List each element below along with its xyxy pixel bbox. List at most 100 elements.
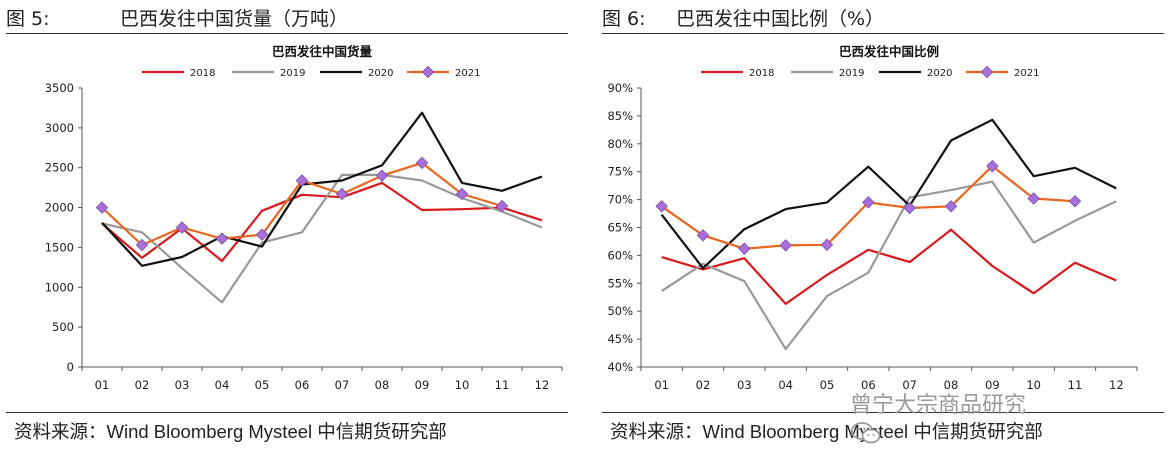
- data-point-2021: [335, 187, 349, 201]
- data-point-2021: [820, 238, 834, 252]
- data-point-2021: [255, 228, 269, 241]
- x-tick-label: 06: [861, 378, 876, 392]
- series-line-2019: [101, 173, 543, 304]
- y-tick-label: 1500: [45, 240, 74, 254]
- data-point-2021: [415, 156, 429, 170]
- y-tick-label: 45%: [607, 332, 633, 346]
- x-tick-label: 07: [335, 378, 350, 392]
- data-point-2021: [655, 200, 668, 213]
- x-tick-label: 03: [737, 378, 752, 392]
- x-tick-label: 03: [175, 378, 190, 392]
- data-point-2021: [696, 229, 710, 242]
- figure-5-panel: 图 5: 巴西发往中国货量（万吨） 巴西发往中国货量 2018 2019 2020 20…: [0, 0, 575, 451]
- bottom-rule: [6, 412, 568, 413]
- data-point-2021: [495, 199, 509, 213]
- data-point-2021: [215, 232, 229, 245]
- x-tick-label: 09: [985, 378, 1000, 392]
- x-tick-label: 08: [944, 378, 959, 392]
- figure-title: 巴西发往中国货量（万吨）: [120, 8, 349, 30]
- data-point-2021: [779, 239, 792, 252]
- legend-marker-2021: [980, 65, 994, 79]
- figure-6-panel: 图 6: 巴西发往中国比例（%） 巴西发往中国比例 2018 2019 2020 202…: [596, 0, 1171, 451]
- legend-label-2020: 2020: [368, 68, 393, 79]
- x-tick-label: 05: [255, 378, 270, 392]
- wechat-icon: [851, 422, 881, 444]
- data-point-2021: [295, 174, 309, 187]
- y-tick-label: 50%: [607, 304, 633, 318]
- data-point-2021: [862, 196, 875, 209]
- data-point-2021: [986, 159, 999, 173]
- series-line-2019: [661, 180, 1117, 351]
- legend-marker-2021: [421, 65, 435, 79]
- figure-title: 巴西发往中国比例（%）: [676, 8, 885, 30]
- x-tick-label: 02: [135, 378, 150, 392]
- y-tick-label: 3000: [45, 121, 74, 135]
- y-tick-label: 70%: [607, 193, 633, 207]
- chart-title: 巴西发往中国比例: [839, 44, 939, 59]
- legend-label-2021: 2021: [1014, 68, 1039, 79]
- series-line-2020: [101, 111, 543, 267]
- legend-label-2019: 2019: [839, 68, 864, 79]
- x-tick-label: 09: [415, 378, 430, 392]
- series-line-2018: [661, 228, 1117, 305]
- y-tick-label: 3500: [45, 81, 74, 95]
- series-line-2020: [660, 118, 1117, 270]
- x-tick-label: 05: [820, 378, 835, 392]
- legend-label-2019: 2019: [280, 68, 305, 79]
- y-tick-label: 85%: [607, 109, 633, 123]
- y-tick-label: 40%: [607, 360, 633, 374]
- y-tick-label: 55%: [607, 276, 633, 290]
- x-tick-label: 01: [654, 378, 669, 392]
- x-tick-label: 04: [215, 378, 230, 392]
- y-tick-label: 75%: [607, 165, 633, 179]
- data-point-2021: [738, 242, 751, 255]
- y-tick-label: 2500: [45, 161, 74, 175]
- x-tick-label: 07: [902, 378, 917, 392]
- data-point-2021: [135, 238, 149, 252]
- x-tick-label: 08: [375, 378, 390, 392]
- y-tick-label: 65%: [607, 221, 633, 235]
- data-point-2021: [375, 169, 389, 182]
- x-tick-label: 04: [778, 378, 793, 392]
- x-tick-label: 11: [495, 378, 510, 392]
- x-tick-label: 11: [1068, 378, 1083, 392]
- bottom-rule: [602, 412, 1164, 413]
- x-tick-label: 10: [1026, 378, 1041, 392]
- data-point-2021: [1068, 195, 1082, 208]
- volume-chart: 巴西发往中国货量 2018 2019 2020 2021 0 500 1000 1500 2000…: [45, 44, 563, 392]
- source-note: 资料来源：Wind Bloomberg Mysteel 中信期货研究部: [610, 421, 1043, 442]
- x-tick-label: 12: [535, 378, 550, 392]
- y-tick-label: 90%: [607, 81, 633, 95]
- data-point-2021: [455, 187, 469, 201]
- legend-label-2018: 2018: [190, 68, 215, 79]
- y-tick-label: 60%: [607, 248, 633, 262]
- y-tick-label: 80%: [607, 137, 633, 151]
- y-tick-label: 2000: [45, 201, 74, 215]
- data-point-2021: [95, 201, 109, 214]
- figure-label: 图 5:: [6, 8, 50, 30]
- top-rule: [6, 33, 568, 34]
- chart-title: 巴西发往中国货量: [272, 44, 373, 59]
- x-tick-label: 02: [696, 378, 711, 392]
- x-tick-label: 01: [95, 378, 110, 392]
- data-point-2021: [903, 201, 916, 215]
- legend-label-2020: 2020: [927, 68, 952, 79]
- y-tick-label: 1000: [45, 280, 74, 294]
- legend-label-2018: 2018: [749, 68, 774, 79]
- data-point-2021: [1027, 192, 1040, 205]
- x-tick-label: 06: [295, 378, 310, 392]
- data-point-2021: [175, 221, 189, 234]
- y-tick-label: 500: [52, 320, 74, 334]
- series-line-2018: [101, 181, 543, 263]
- legend-label-2021: 2021: [455, 68, 480, 79]
- source-note: 资料来源：Wind Bloomberg Mysteel 中信期货研究部: [14, 421, 447, 442]
- watermark-text: 曾宁大宗商品研究: [850, 393, 1027, 418]
- data-point-2021: [944, 200, 958, 213]
- ratio-chart: 巴西发往中国比例 2018 2019 2020 2021 40% 45% 50% 55% 60% 6…: [607, 44, 1138, 392]
- x-tick-label: 10: [455, 378, 470, 392]
- top-rule: [602, 33, 1164, 34]
- watermark: 曾宁大宗商品研究: [850, 385, 1150, 444]
- y-tick-label: 0: [67, 360, 74, 374]
- x-tick-label: 12: [1109, 378, 1124, 392]
- figure-label: 图 6:: [602, 8, 646, 30]
